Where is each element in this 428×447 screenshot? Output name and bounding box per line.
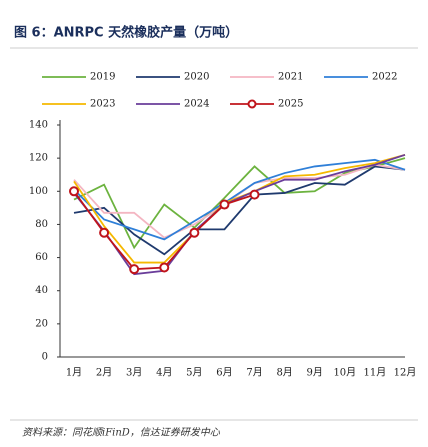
x-tick-label: 7月 xyxy=(246,367,262,379)
y-tick-label: 0 xyxy=(42,352,48,363)
source: 资料来源：同花顺iFinD，信达证券研发中心 xyxy=(22,427,221,439)
series-line xyxy=(73,153,406,276)
x-tick-label: 9月 xyxy=(307,367,323,379)
y-tick-label: 20 xyxy=(35,318,48,329)
x-tick-label: 10月 xyxy=(333,367,356,379)
x-tick-label: 6月 xyxy=(216,367,232,379)
point xyxy=(99,227,110,238)
x-tick-label: 11月 xyxy=(364,367,387,379)
y-tick-label: 80 xyxy=(35,219,48,230)
legend-label: 2023 xyxy=(90,99,115,110)
legend-marker xyxy=(247,99,257,109)
x-tick-label: 8月 xyxy=(276,367,292,379)
y-tick-label: 140 xyxy=(29,120,48,131)
x-tick-label: 1月 xyxy=(66,367,82,379)
y-tick-label: 40 xyxy=(35,285,48,296)
series-line xyxy=(73,158,406,241)
legend-label: 2025 xyxy=(278,99,303,110)
legend-label: 2021 xyxy=(278,72,303,83)
y-tick-label: 120 xyxy=(29,153,48,164)
x-tick-label: 2月 xyxy=(96,367,112,379)
point xyxy=(189,227,200,238)
y-tick-label: 60 xyxy=(35,252,48,263)
x-tick-label: 4月 xyxy=(156,367,172,379)
point xyxy=(159,262,170,273)
x-tick-label: 5月 xyxy=(186,367,202,379)
point xyxy=(249,189,260,200)
x-tick-label: 3月 xyxy=(126,367,142,379)
legend-label: 2024 xyxy=(184,99,209,110)
series-line xyxy=(73,157,406,250)
point xyxy=(219,199,230,210)
series-line xyxy=(73,165,406,256)
y-tick-label: 100 xyxy=(29,186,48,197)
legend-label: 2020 xyxy=(184,72,209,83)
point xyxy=(69,186,79,197)
legend-label: 2022 xyxy=(372,72,397,83)
point xyxy=(129,264,140,275)
x-tick-label: 12月 xyxy=(394,367,417,379)
chart-title: 图 6：ANRPC 天然橡胶产量（万吨） xyxy=(14,25,238,41)
legend-label: 2019 xyxy=(90,72,115,83)
